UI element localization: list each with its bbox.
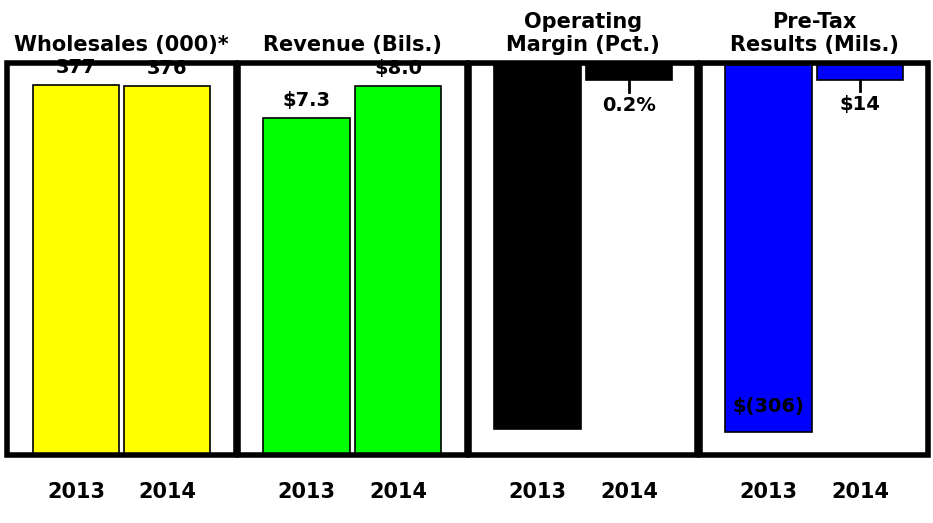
Text: 376: 376 xyxy=(146,60,188,78)
Text: Wholesales (000)*: Wholesales (000)* xyxy=(14,35,229,55)
Bar xyxy=(494,63,581,429)
Text: 2014: 2014 xyxy=(831,482,889,503)
Text: 2013: 2013 xyxy=(278,482,336,503)
Bar xyxy=(816,63,903,79)
Text: 0.2%: 0.2% xyxy=(602,96,656,115)
Bar xyxy=(355,86,441,455)
Text: 2014: 2014 xyxy=(369,482,427,503)
Text: Operating
Margin (Pct.): Operating Margin (Pct.) xyxy=(507,12,661,55)
Text: 2014: 2014 xyxy=(138,482,196,503)
Bar xyxy=(124,86,211,455)
Text: $14: $14 xyxy=(840,95,881,115)
Text: $(306): $(306) xyxy=(732,397,804,416)
Bar xyxy=(33,85,119,455)
Text: $8.0: $8.0 xyxy=(374,59,422,78)
Text: 2013: 2013 xyxy=(740,482,798,503)
Text: $7.3: $7.3 xyxy=(283,92,331,110)
Bar xyxy=(725,63,812,432)
Text: Revenue (Bils.): Revenue (Bils.) xyxy=(263,35,442,55)
Text: 2013: 2013 xyxy=(47,482,104,503)
Text: (4.2)%: (4.2)% xyxy=(502,394,574,413)
Text: 377: 377 xyxy=(56,59,96,77)
Text: 2014: 2014 xyxy=(600,482,658,503)
Text: Pre-Tax
Results (Mils.): Pre-Tax Results (Mils.) xyxy=(730,12,898,55)
Bar xyxy=(263,118,350,455)
Bar xyxy=(586,63,673,80)
Text: 2013: 2013 xyxy=(508,482,566,503)
